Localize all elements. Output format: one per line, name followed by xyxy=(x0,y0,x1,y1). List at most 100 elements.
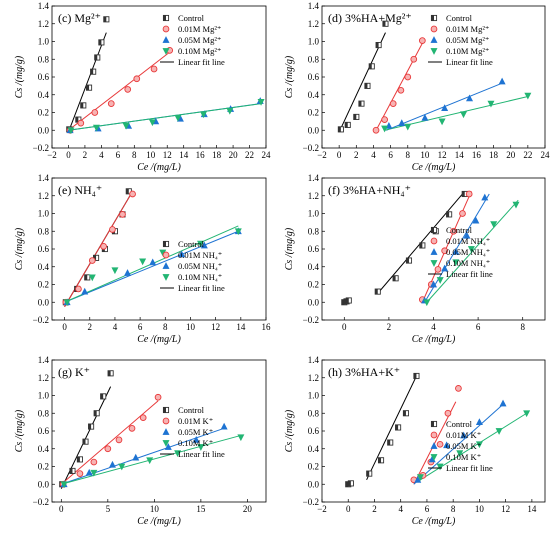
data-point xyxy=(67,127,75,135)
y-tick-label: 0.6 xyxy=(38,244,50,254)
x-tick-label: 10 xyxy=(150,504,160,514)
x-tick-label: 0 xyxy=(66,150,71,160)
data-point xyxy=(154,393,162,401)
y-tick-label: 1.4 xyxy=(38,355,50,365)
x-tick-label: 14 xyxy=(179,150,189,160)
data-point xyxy=(192,436,200,443)
y-tick-label: −0.2 xyxy=(303,315,319,325)
y-axis-title: Cs /(mg/g) xyxy=(284,409,295,452)
data-point xyxy=(226,107,234,115)
data-point xyxy=(178,250,186,258)
x-tick-label: 6 xyxy=(116,150,121,160)
data-point-fill xyxy=(382,21,386,27)
data-point xyxy=(108,460,116,468)
data-point xyxy=(81,287,89,295)
y-tick-label: 0.0 xyxy=(38,297,50,307)
x-tick-label: 10 xyxy=(475,504,485,514)
legend-marker xyxy=(162,428,170,435)
x-tick-label: 16 xyxy=(196,150,206,160)
fit-line-0 xyxy=(67,32,107,133)
data-point-fill xyxy=(94,54,98,61)
data-point-fill xyxy=(419,242,423,249)
data-point xyxy=(118,463,126,471)
legend-marker xyxy=(162,262,170,269)
data-point xyxy=(174,114,182,122)
y-tick-label: 0.6 xyxy=(38,72,50,82)
x-tick-label: 8 xyxy=(132,150,137,160)
data-point xyxy=(372,126,380,134)
y-tick-label: 0.0 xyxy=(38,479,50,489)
data-point xyxy=(512,201,520,209)
data-point xyxy=(119,211,126,218)
data-point xyxy=(434,266,442,273)
legend-label: Control xyxy=(178,405,205,415)
legend-label: 0.10M Mg²⁺ xyxy=(178,46,221,56)
x-tick-label: 10 xyxy=(146,150,156,160)
x-tick-label: 12 xyxy=(211,322,220,332)
data-point xyxy=(467,246,475,253)
x-tick-label: 14 xyxy=(455,150,465,160)
fit-line-3 xyxy=(426,199,519,303)
data-point xyxy=(459,210,466,217)
x-tick-label: 8 xyxy=(520,322,525,332)
panel-2: −0.2 0.0 0.2 0.4 0.6 0.8 1.0 1.2 1.4 0 2 4 6 8 10 12 14 1… xyxy=(14,173,271,345)
data-point xyxy=(220,422,228,430)
data-point xyxy=(397,86,405,94)
x-tick-label: 10 xyxy=(420,150,430,160)
y-tick-label: 0.4 xyxy=(308,262,320,272)
y-axis-title: Cs /(mg/g) xyxy=(14,55,25,98)
legend-marker xyxy=(162,48,170,55)
data-point xyxy=(150,65,158,73)
data-point xyxy=(200,241,208,249)
data-point-fill xyxy=(375,289,378,295)
x-tick-label: 14 xyxy=(527,504,537,514)
data-point-fill xyxy=(338,126,341,132)
data-point xyxy=(122,122,130,130)
data-point-fill xyxy=(392,275,396,281)
data-point-fill xyxy=(462,191,465,197)
data-point xyxy=(481,193,489,201)
data-point xyxy=(441,247,449,255)
data-point xyxy=(100,242,107,250)
fit-line-2 xyxy=(413,404,504,485)
y-tick-label: 1.0 xyxy=(308,37,320,47)
x-axis-title: Ce /(mg/L) xyxy=(412,516,456,527)
x-tick-label: 4 xyxy=(431,322,436,332)
legend-label: Control xyxy=(178,13,205,23)
data-point xyxy=(398,119,406,127)
panel-title: (c) Mg²⁺ xyxy=(58,11,101,25)
data-point xyxy=(441,264,449,272)
data-point xyxy=(115,436,123,444)
x-tick-label: 0 xyxy=(59,504,64,514)
legend-label: Linear fit line xyxy=(446,269,493,279)
fit-line-0 xyxy=(377,190,466,294)
data-point-fill xyxy=(80,102,84,108)
legend-marker xyxy=(162,417,170,425)
legend-label: 0.10M NH₄⁺ xyxy=(446,258,490,268)
data-point-fill xyxy=(364,83,368,89)
y-tick-label: 1.0 xyxy=(308,209,320,219)
y-tick-label: 1.2 xyxy=(38,373,49,383)
data-point-fill xyxy=(378,457,382,463)
panel-1: −0.20.00.20.40.60.81.01.21.4−2 0 2 4 6 8 10 12 1… xyxy=(284,1,550,173)
data-point xyxy=(404,73,412,81)
x-tick-label: 2 xyxy=(88,322,93,332)
y-tick-label: 1.4 xyxy=(38,1,50,11)
legend-marker-fill xyxy=(431,15,434,21)
legend-marker xyxy=(162,274,170,281)
x-tick-label: 12 xyxy=(163,150,172,160)
y-tick-label: 0.6 xyxy=(308,72,320,82)
legend-label: Control xyxy=(178,239,205,249)
legend-marker xyxy=(430,442,438,449)
legend-label: Control xyxy=(446,419,473,429)
data-point xyxy=(132,453,140,461)
y-tick-label: 1.0 xyxy=(38,391,50,401)
y-tick-label: 0.2 xyxy=(38,280,49,290)
data-point xyxy=(495,428,503,435)
legend-label: 0.01M K⁺ xyxy=(446,430,481,440)
data-point-fill xyxy=(341,299,345,305)
data-point xyxy=(450,227,457,235)
